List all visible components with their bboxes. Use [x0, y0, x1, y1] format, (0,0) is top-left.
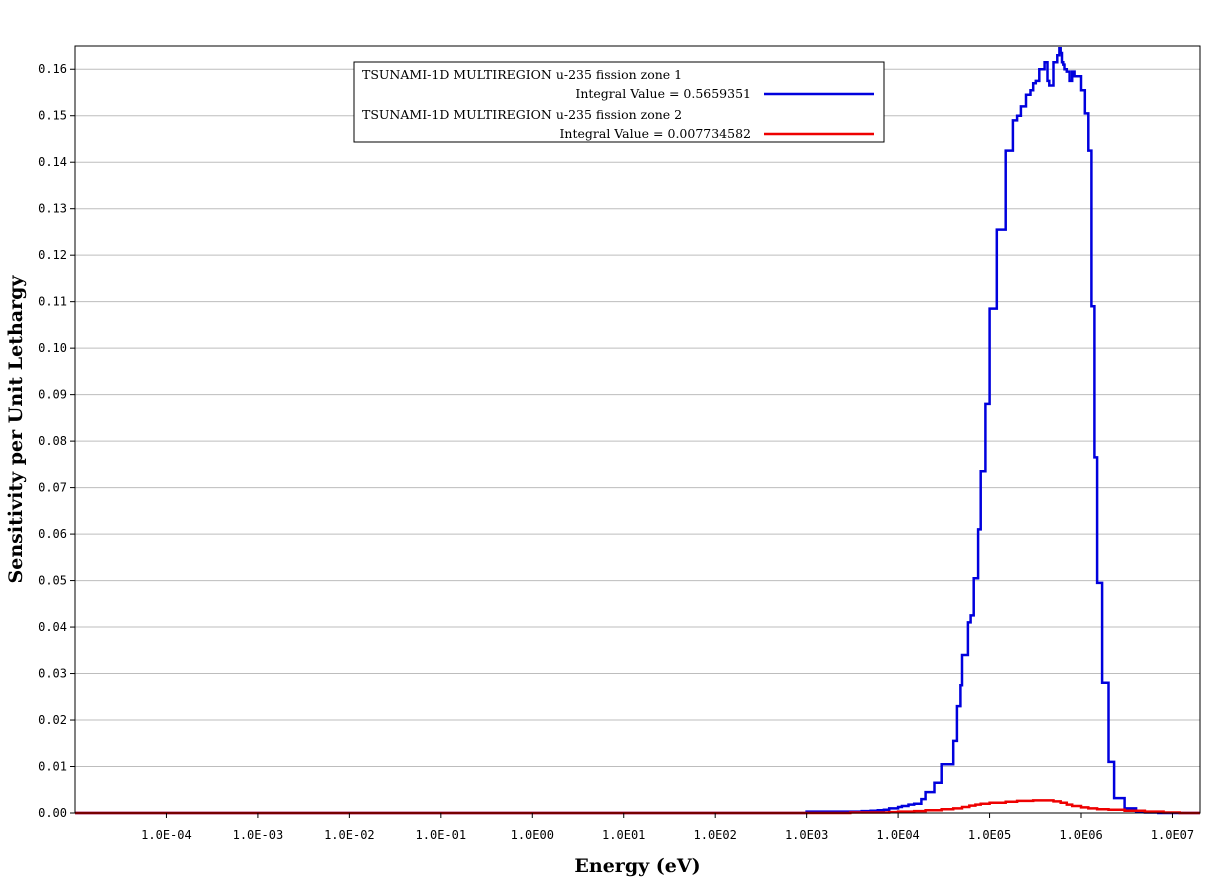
y-tick-label: 0.12 [38, 248, 67, 262]
x-tick-label: 1.0E00 [511, 828, 554, 842]
y-tick-label: 0.07 [38, 481, 67, 495]
x-tick-label: 1.0E07 [1151, 828, 1194, 842]
legend-integral-2: Integral Value = 0.007734582 [559, 126, 751, 141]
y-tick-label: 0.15 [38, 109, 67, 123]
x-axis-title: Energy (eV) [574, 855, 700, 877]
legend-box [353, 61, 885, 143]
y-tick-label: 0.06 [38, 527, 67, 541]
x-axis-ticks: 1.0E-04 1.0E-03 1.0E-02 1.0E-01 1.0E00 1.0E01… [141, 813, 1194, 842]
legend: TSUNAMI-1D MULTIREGION u-235 fission zon… [353, 61, 885, 143]
x-tick-label: 1.0E03 [785, 828, 828, 842]
x-tick-label: 1.0E06 [1059, 828, 1102, 842]
y-tick-label: 0.01 [38, 760, 67, 774]
series-group [75, 47, 1200, 815]
y-tick-label: 0.02 [38, 713, 67, 727]
y-tick-label: 0.13 [38, 202, 67, 216]
y-axis-ticks: 0.00 0.01 0.02 0.03 0.04 0.05 0.06 0.07 0.08 0.09… [38, 62, 75, 820]
series-line-1 [75, 47, 1200, 815]
y-tick-label: 0.04 [38, 620, 67, 634]
x-tick-label: 1.0E05 [968, 828, 1011, 842]
plot-area-frame [74, 45, 1201, 814]
y-tick-label: 0.14 [38, 155, 67, 169]
y-tick-label: 0.03 [38, 667, 67, 681]
x-tick-label: 1.0E-03 [233, 828, 284, 842]
legend-integral-1: Integral Value = 0.5659351 [575, 86, 751, 101]
x-tick-label: 1.0E01 [602, 828, 645, 842]
y-tick-label: 0.00 [38, 806, 67, 820]
legend-series-name-1: TSUNAMI-1D MULTIREGION u-235 fission zon… [362, 67, 682, 82]
y-tick-label: 0.08 [38, 434, 67, 448]
legend-series-name-2: TSUNAMI-1D MULTIREGION u-235 fission zon… [362, 107, 682, 122]
x-tick-label: 1.0E-02 [324, 828, 375, 842]
y-tick-label: 0.09 [38, 388, 67, 402]
x-tick-label: 1.0E04 [876, 828, 919, 842]
gridlines [75, 68, 1200, 814]
x-tick-label: 1.0E-01 [416, 828, 467, 842]
series-line-2 [75, 799, 1200, 815]
y-tick-label: 0.05 [38, 574, 67, 588]
y-tick-label: 0.16 [38, 62, 67, 76]
y-axis-title: Sensitivity per Unit Lethargy [5, 275, 27, 584]
y-tick-label: 0.10 [38, 341, 67, 355]
x-tick-label: 1.0E02 [694, 828, 737, 842]
y-tick-label: 0.11 [38, 295, 67, 309]
x-tick-label: 1.0E-04 [141, 828, 192, 842]
